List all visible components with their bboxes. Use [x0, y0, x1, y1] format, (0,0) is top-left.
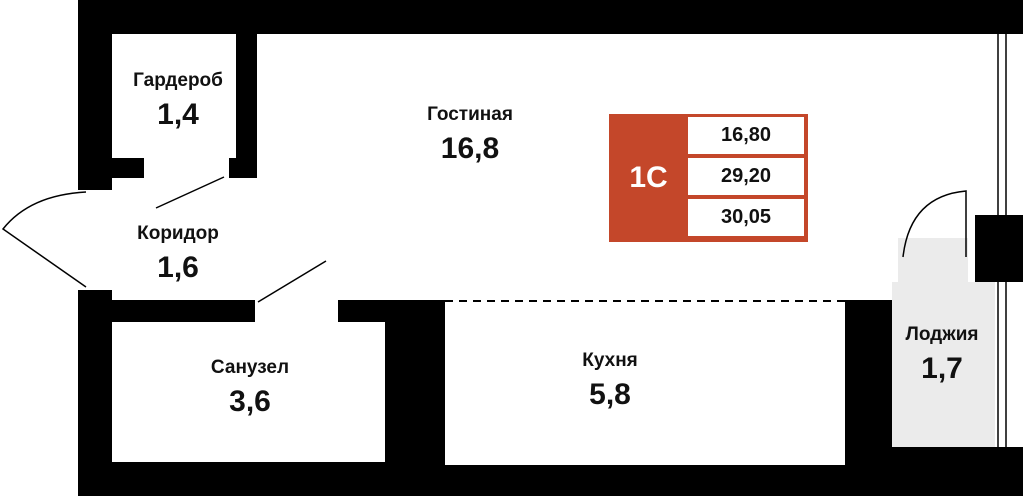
room-area: 3,6 — [229, 385, 271, 418]
living-area-value: 16,80 — [688, 117, 804, 154]
room-loggia: Лоджия 1,7 — [906, 324, 979, 386]
room-name: Санузел — [210, 357, 290, 378]
apartment-type: 1С — [629, 161, 668, 194]
loggia-doorway — [898, 238, 968, 282]
apartment-badge: 1С 16,80 29,20 30,05 — [609, 114, 808, 242]
total-area-value: 29,20 — [688, 158, 804, 195]
room-name: Гостиная — [427, 104, 513, 125]
room-area: 1,4 — [157, 98, 199, 131]
entrance-doorway — [78, 190, 112, 290]
corridor-floor — [112, 178, 257, 300]
room-area: 5,8 — [589, 378, 631, 411]
room-name: Гардероб — [133, 70, 223, 91]
room-name: Кухня — [582, 350, 638, 371]
room-corridor: Коридор 1,6 — [137, 223, 219, 285]
total-area-with-loggia-value: 30,05 — [688, 199, 804, 236]
bathroom-floor — [112, 322, 385, 462]
room-area: 16,8 — [440, 132, 500, 165]
kitchen-floor — [445, 300, 845, 465]
wardrobe-floor — [112, 34, 236, 158]
bathroom-door — [257, 260, 327, 303]
room-bathroom: Санузел 3,6 — [211, 357, 289, 419]
wardrobe-doorway — [144, 158, 229, 178]
wardrobe-door — [155, 176, 225, 209]
room-area: 1,7 — [921, 352, 963, 385]
loggia-door — [902, 190, 967, 258]
room-wardrobe: Гардероб 1,4 — [133, 70, 223, 132]
room-area: 1,6 — [157, 251, 199, 284]
entrance-door — [1, 191, 87, 288]
room-living: Гостиная 16,8 — [427, 104, 513, 166]
window-living — [975, 34, 1023, 215]
loggia-floor — [892, 282, 995, 447]
room-name: Коридор — [137, 223, 219, 244]
room-name: Лоджия — [905, 324, 979, 345]
window-loggia — [995, 282, 1023, 447]
bathroom-doorway — [255, 300, 338, 322]
room-kitchen: Кухня 5,8 — [582, 350, 638, 412]
